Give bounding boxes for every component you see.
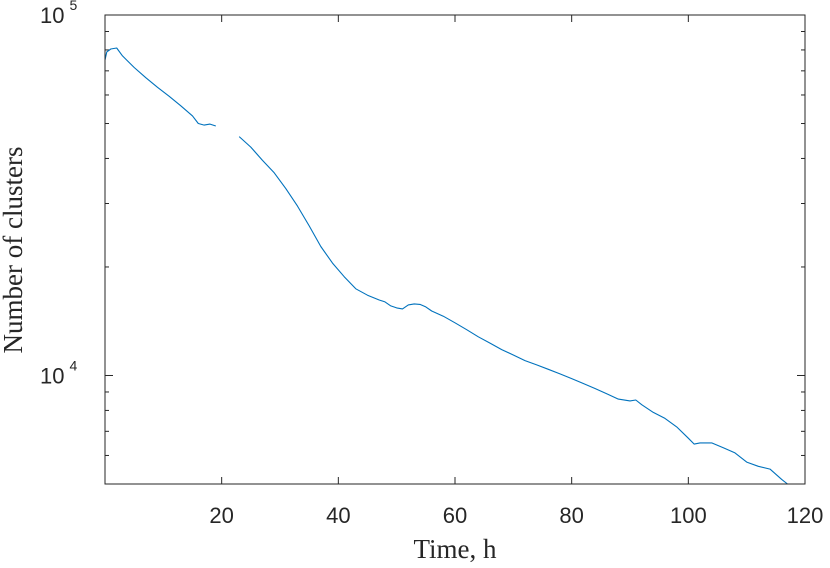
x-tick-labels: 20 40 60 80 100 120 [209, 503, 823, 528]
y-tick-exponent: 4 [69, 357, 77, 373]
x-tick-marks [221, 15, 806, 484]
y-tick-label: 10 5 [40, 0, 77, 28]
y-tick-base: 10 [40, 3, 64, 28]
x-axis-label: Time, h [413, 534, 497, 564]
series-group [104, 47, 788, 485]
x-tick-label: 20 [209, 503, 233, 528]
series-line-segment [104, 47, 216, 127]
plot-frame [104, 14, 806, 485]
y-tick-exponent: 5 [69, 0, 77, 13]
series-line-segment [238, 136, 788, 485]
y-axis-label: Number of clusters [0, 147, 28, 354]
y-tick-label: 10 4 [40, 357, 77, 388]
x-tick-label: 100 [670, 503, 707, 528]
x-tick-label: 80 [559, 503, 583, 528]
y-tick-marks [105, 14, 805, 485]
x-tick-label: 60 [443, 503, 467, 528]
y-tick-base: 10 [40, 363, 64, 388]
x-tick-label: 120 [787, 503, 824, 528]
x-tick-label: 40 [326, 503, 350, 528]
y-tick-labels: 10 4 10 5 [40, 0, 77, 388]
